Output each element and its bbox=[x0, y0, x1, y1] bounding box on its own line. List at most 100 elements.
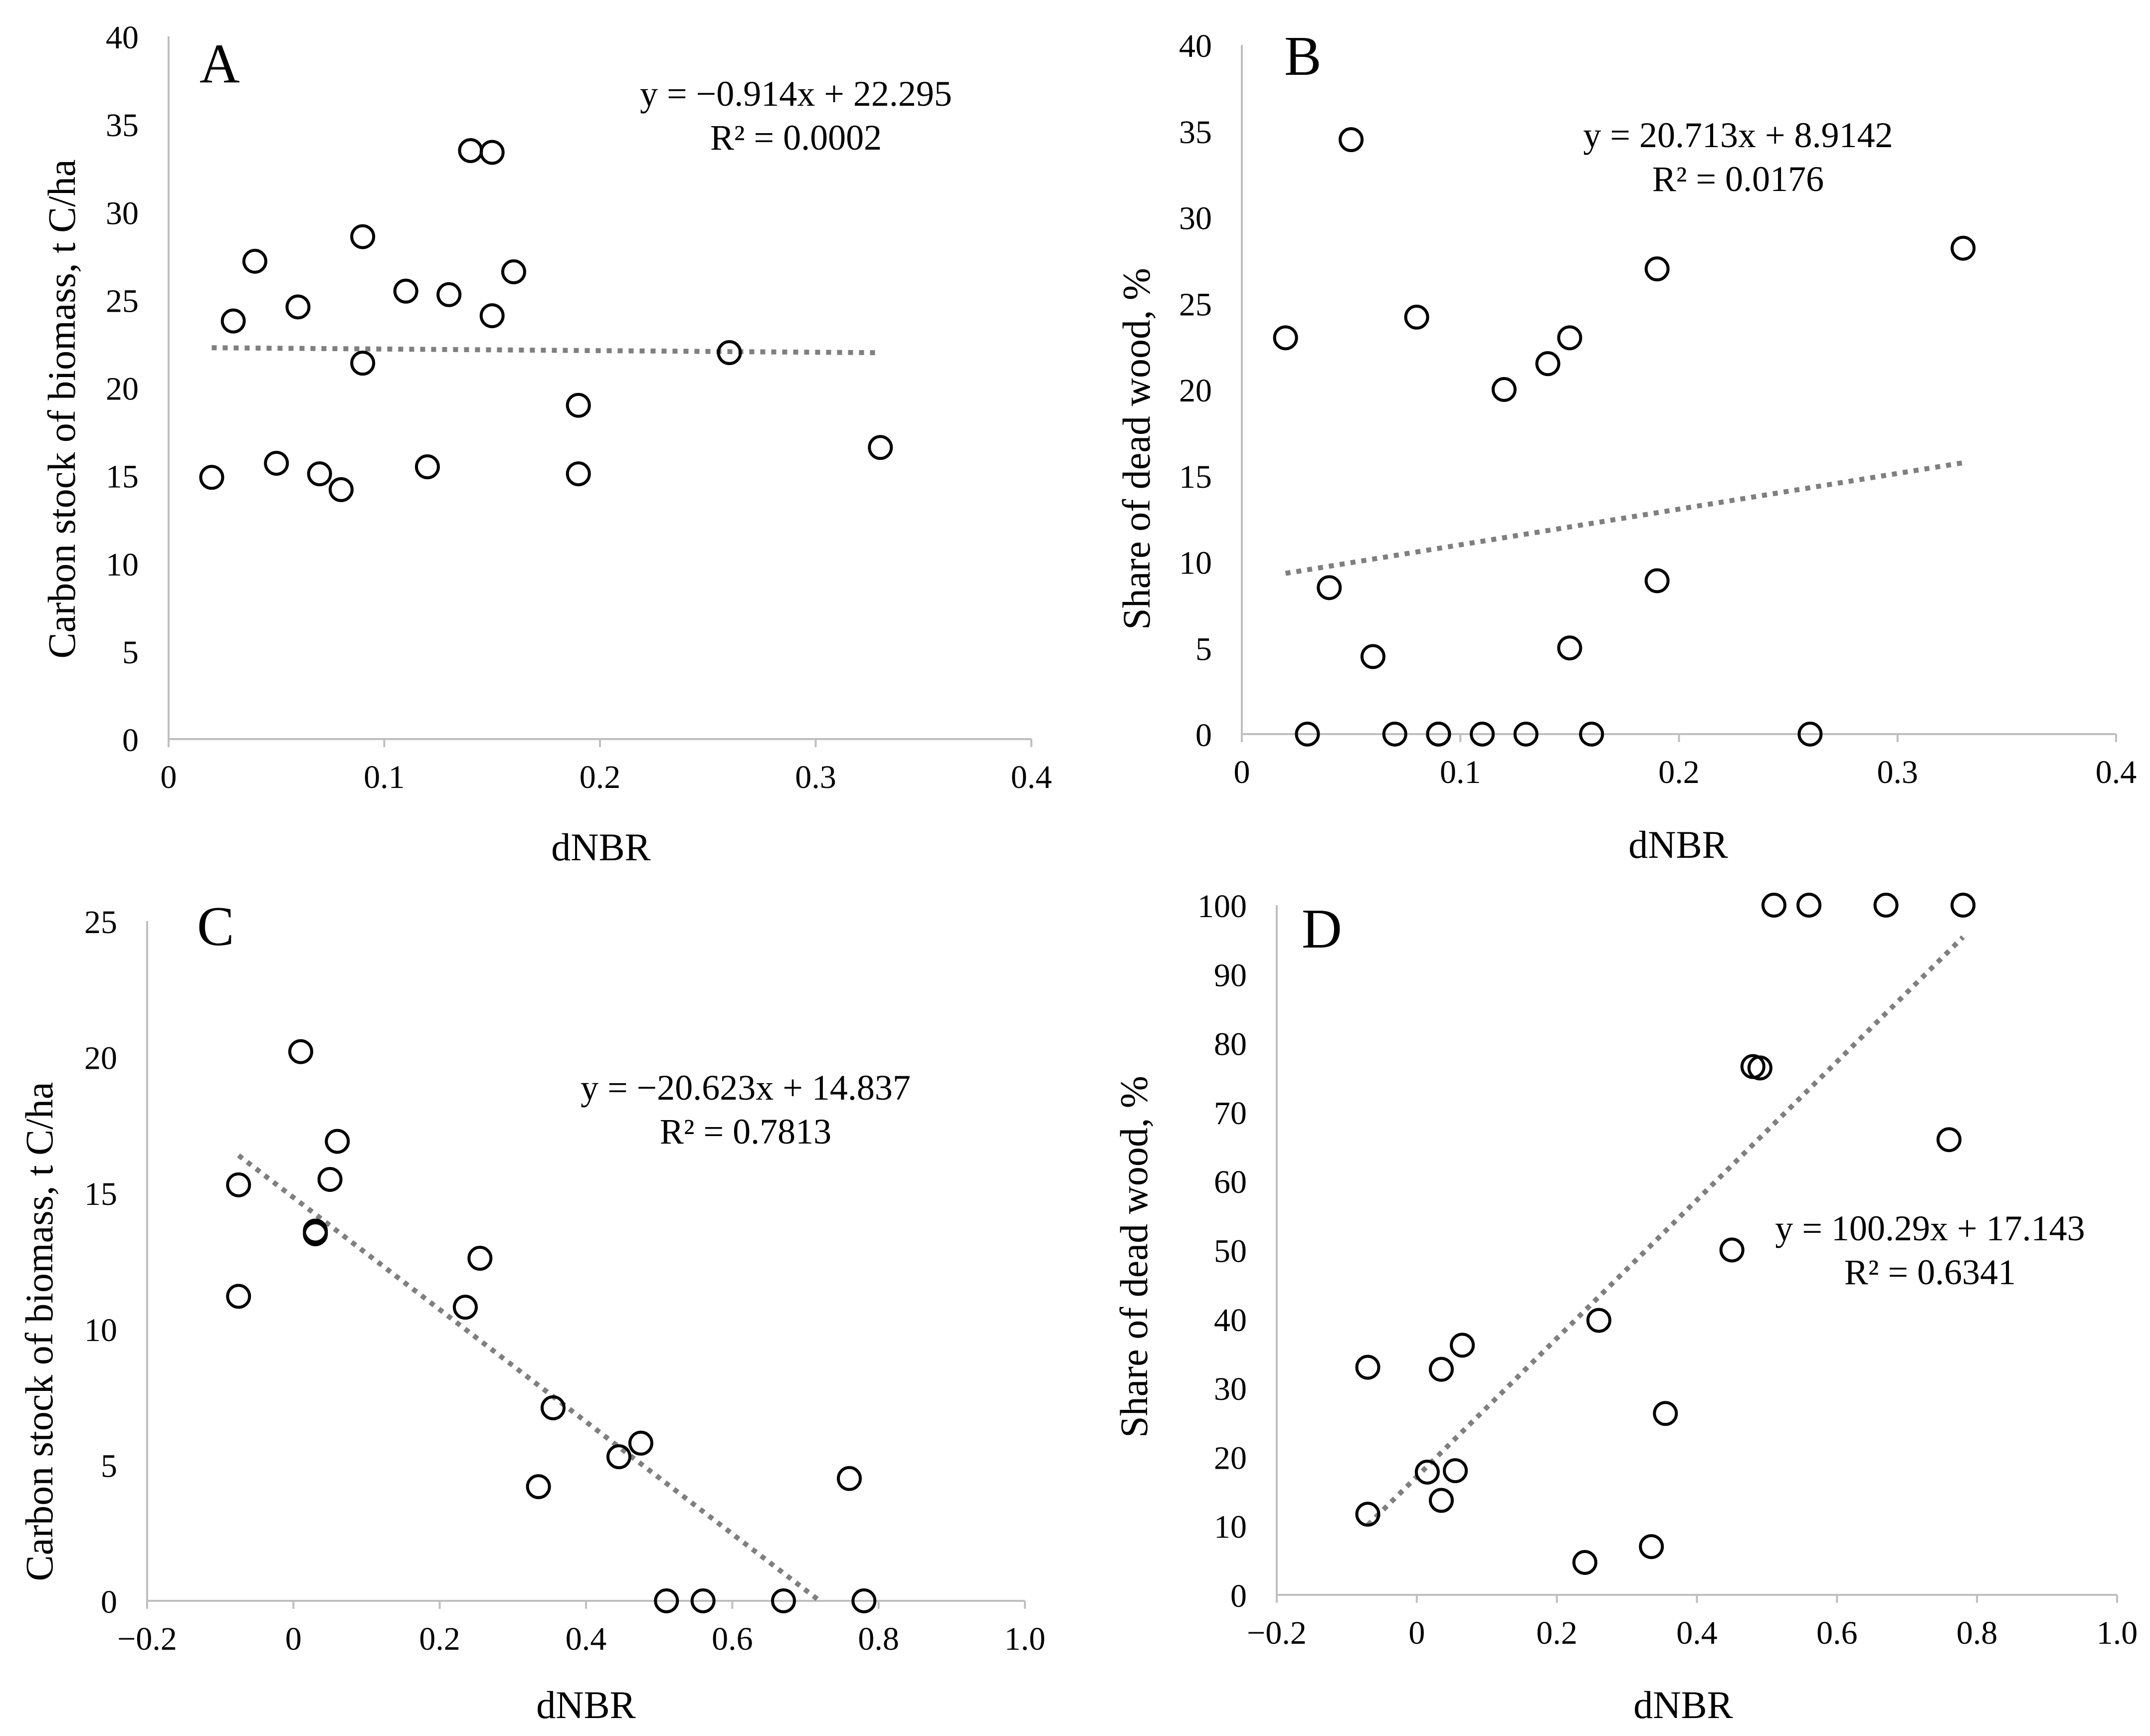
panel-b-data-point bbox=[1339, 127, 1364, 153]
panel-d-data-point bbox=[1414, 1459, 1440, 1485]
panel-a-data-point bbox=[242, 248, 267, 274]
panel-b-equation: y = 20.713x + 8.9142 bbox=[1583, 115, 1893, 155]
panel-d-trendline bbox=[1366, 935, 1965, 1527]
panel-a-data-point bbox=[566, 392, 591, 418]
panel-d-data-point bbox=[1653, 1401, 1678, 1426]
panel-a-data-point bbox=[479, 303, 505, 329]
panel-a-x-tick-label: 0.3 bbox=[795, 759, 836, 795]
panel-d-y-tick-label: 100 bbox=[1197, 888, 1247, 925]
panel-b-y-tick-label: 30 bbox=[1179, 200, 1212, 237]
panel-d-x-tick-label: 1.0 bbox=[2097, 1615, 2138, 1651]
panel-b-ylabel: Share of dead wood, % bbox=[1115, 268, 1158, 630]
panel-d-x-tick-label: −0.2 bbox=[1247, 1615, 1307, 1651]
panel-c-trendline bbox=[237, 1153, 822, 1603]
panel-b-data-point bbox=[1295, 722, 1320, 747]
panel-b-data-point bbox=[1382, 722, 1407, 747]
panel-d-y-tick-label: 20 bbox=[1214, 1440, 1247, 1476]
panel-b-r2: R² = 0.0176 bbox=[1652, 159, 1824, 199]
panel-c-data-point bbox=[771, 1588, 796, 1613]
panel-a-x-tick-label: 0.1 bbox=[364, 759, 405, 795]
panel-c-data-point bbox=[288, 1039, 313, 1064]
panel-d-data-point bbox=[1761, 893, 1786, 918]
panel-d-data-point bbox=[1951, 893, 1976, 918]
panel-c-y-tick-label: 25 bbox=[84, 904, 117, 941]
panel-b-y-tick-label: 35 bbox=[1179, 114, 1212, 151]
panel-c-letter: C bbox=[197, 896, 234, 958]
panel-c-data-point bbox=[851, 1588, 877, 1613]
panel-d-y-tick-label: 10 bbox=[1214, 1509, 1247, 1545]
panel-c-data-point bbox=[325, 1129, 350, 1154]
panel-b-y-tick-label: 25 bbox=[1179, 286, 1212, 323]
panel-b-y-tick-label: 20 bbox=[1179, 373, 1212, 409]
panel-c-equation: y = −20.623x + 14.837 bbox=[581, 1068, 911, 1108]
panel-b-x-tick-label: 0.2 bbox=[1658, 754, 1700, 790]
panel-a-data-point bbox=[285, 294, 311, 320]
panel-a-data-point bbox=[220, 308, 246, 334]
panel-d-trendline-group bbox=[1366, 935, 1965, 1527]
panel-c-data-point bbox=[467, 1246, 493, 1271]
panel-a-y-tick-label: 0 bbox=[122, 722, 139, 759]
panel-d-ylabel: Share of dead wood, % bbox=[1112, 1076, 1156, 1438]
panel-a-data-point bbox=[436, 282, 462, 307]
panel-d-data-point bbox=[1355, 1502, 1380, 1527]
panel-d-y-tick-label: 90 bbox=[1214, 957, 1247, 993]
panel-d-x-tick-label: 0 bbox=[1408, 1615, 1425, 1651]
panel-c-data-point bbox=[837, 1466, 862, 1491]
panel-a-data-point bbox=[717, 340, 742, 366]
panel-d-data-point bbox=[1639, 1534, 1664, 1559]
panel-b-data-point bbox=[1404, 304, 1429, 330]
panel-b-xlabel: dNBR bbox=[1628, 823, 1728, 866]
panel-a-data-point bbox=[868, 435, 893, 460]
panel-c-x-tick-label: −0.2 bbox=[117, 1621, 177, 1657]
panel-b-data-point bbox=[1470, 722, 1495, 747]
panel-b-data-point bbox=[1644, 568, 1670, 593]
panel-a-data-point bbox=[350, 224, 376, 249]
panel-d-xlabel: dNBR bbox=[1633, 1683, 1733, 1727]
panel-c-x-tick-label: 0.4 bbox=[566, 1621, 607, 1657]
panel-a-y-tick-label: 5 bbox=[122, 634, 139, 671]
panel-b-data-point bbox=[1360, 644, 1385, 669]
panel-c-data-point bbox=[303, 1221, 328, 1246]
panel-a-x-tick-label: 0 bbox=[161, 759, 177, 795]
panel-a-equation: y = −0.914x + 22.295 bbox=[640, 74, 952, 114]
panel-c-xlabel: dNBR bbox=[536, 1683, 635, 1727]
panel-c-x-tick-label: 0 bbox=[285, 1621, 302, 1657]
panel-b-data-point bbox=[1273, 325, 1298, 351]
panel-d-y-tick-label: 40 bbox=[1214, 1302, 1247, 1339]
panel-b-data-point bbox=[1557, 635, 1582, 661]
panel-a-y-tick-label: 25 bbox=[106, 283, 139, 319]
panel-c-data-point bbox=[606, 1444, 631, 1470]
panel-a-data-point bbox=[393, 278, 418, 304]
panel-c-data-point bbox=[226, 1284, 251, 1309]
panel-b-y-tick-label: 5 bbox=[1195, 631, 1212, 667]
panel-a-x-tick-label: 0.4 bbox=[1011, 759, 1052, 795]
panel-d-data-point bbox=[1572, 1549, 1597, 1575]
panel-c-y-tick-label: 5 bbox=[101, 1448, 117, 1484]
panel-d-y-tick-label: 30 bbox=[1214, 1371, 1247, 1407]
panel-c-x-tick-label: 0.6 bbox=[712, 1621, 753, 1657]
panel-d-x-tick-label: 0.2 bbox=[1536, 1615, 1577, 1651]
panel-a-data-point bbox=[501, 259, 526, 285]
panel-d-x-tick-label: 0.6 bbox=[1816, 1615, 1858, 1651]
panel-c-x-tick-label: 0.8 bbox=[858, 1621, 899, 1657]
panel-b-data-point bbox=[1317, 575, 1342, 600]
panel-d-data-point bbox=[1450, 1333, 1475, 1358]
panel-d-y-tick-label: 60 bbox=[1214, 1164, 1247, 1200]
panel-b-data-point bbox=[1644, 256, 1670, 282]
panel-c-data-point bbox=[628, 1430, 653, 1456]
panel-d-points bbox=[1355, 893, 1976, 1575]
panel-c-data-point bbox=[526, 1474, 551, 1500]
panel-d-data-point bbox=[1796, 893, 1822, 918]
panel-d-r2: R² = 0.6341 bbox=[1844, 1252, 2016, 1292]
panel-d-x-tick-label: 0.8 bbox=[1956, 1615, 1998, 1651]
panel-c-data-point bbox=[317, 1166, 343, 1192]
panel-a-data-point bbox=[307, 461, 332, 487]
panel-a-data-point bbox=[415, 454, 440, 480]
panel-c-points bbox=[226, 1039, 877, 1613]
panel-c-x-tick-label: 1.0 bbox=[1004, 1621, 1046, 1657]
panel-a-trendline-group bbox=[211, 345, 881, 356]
panel-a-trendline bbox=[211, 345, 881, 356]
